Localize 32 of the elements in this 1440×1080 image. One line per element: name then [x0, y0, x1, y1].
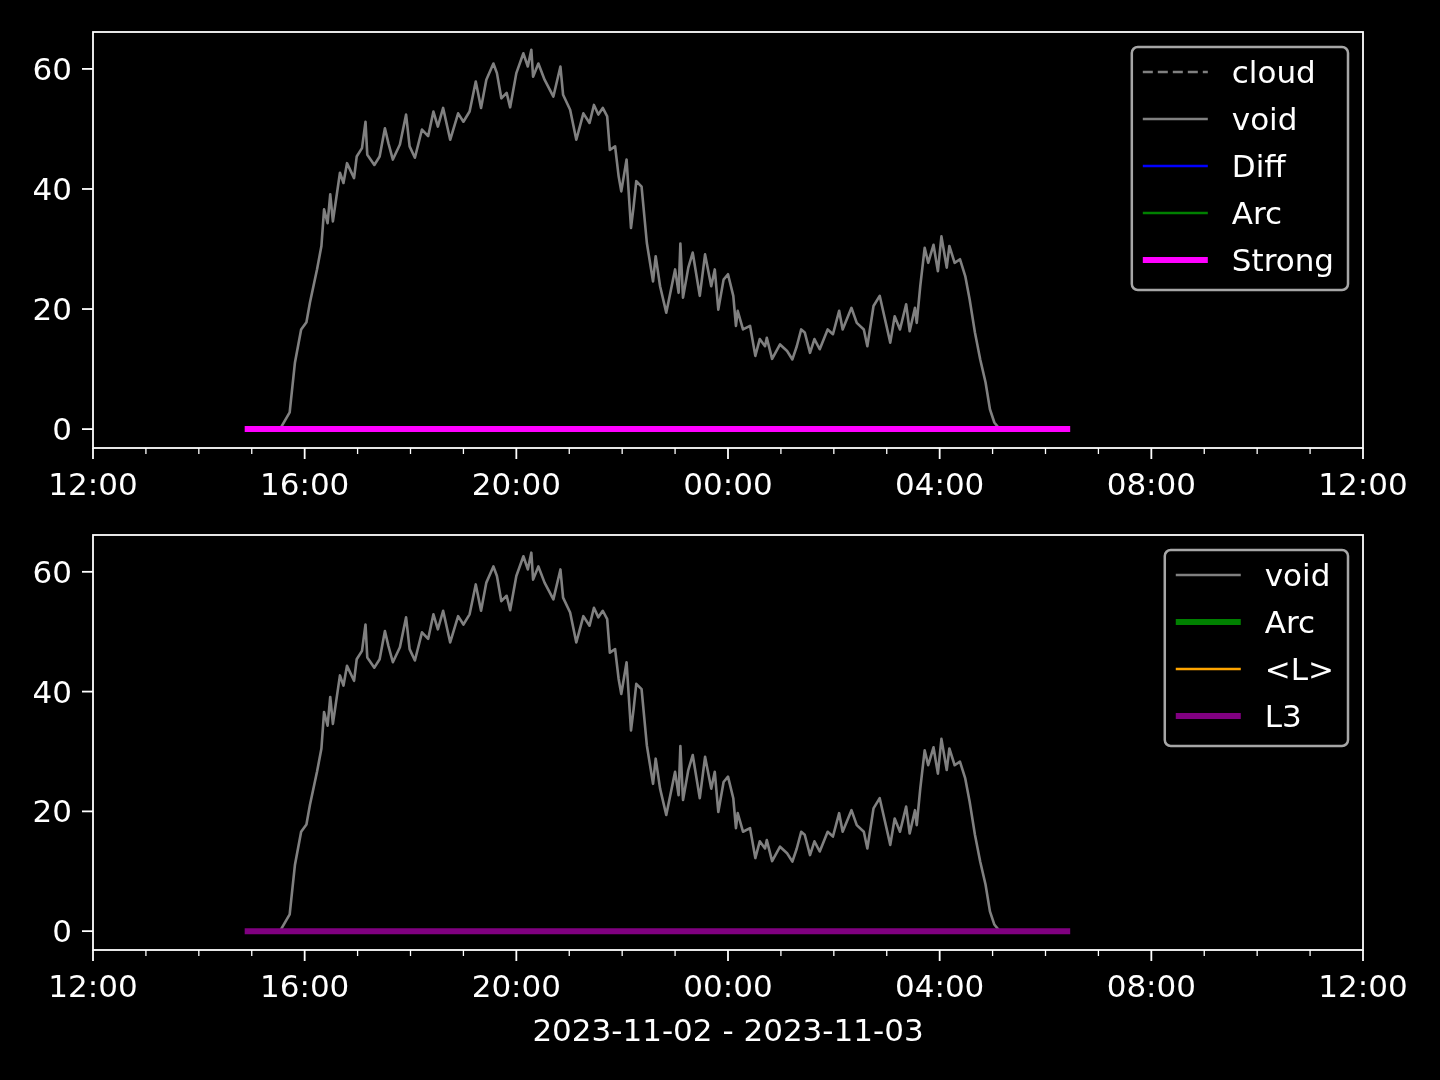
legend-label: void: [1231, 101, 1298, 137]
x-tick-label: 20:00: [471, 466, 562, 502]
y-tick-label: 0: [52, 913, 72, 950]
x-tick-label: 12:00: [1318, 968, 1408, 1004]
y-tick-label: 40: [32, 170, 72, 207]
y-tick-label: 20: [32, 793, 72, 830]
legend-label: L3: [1264, 698, 1302, 734]
y-tick-label: 60: [32, 50, 72, 87]
x-tick-label: 04:00: [894, 968, 985, 1004]
legend-label: void: [1264, 557, 1331, 593]
x-tick-label: 20:00: [471, 968, 562, 1004]
x-tick-label: 16:00: [259, 968, 350, 1004]
y-tick-label: 20: [32, 291, 72, 328]
legend-label: cloud: [1231, 54, 1316, 90]
x-tick-label: 16:00: [259, 466, 350, 502]
x-tick-label: 12:00: [48, 968, 138, 1004]
x-tick-label: 08:00: [1106, 968, 1197, 1004]
x-tick-label: 12:00: [1318, 466, 1408, 502]
legend-label: Arc: [1264, 604, 1316, 640]
x-tick-label: 00:00: [683, 466, 773, 502]
y-tick-label: 0: [52, 411, 72, 448]
x-tick-label: 00:00: [683, 968, 773, 1004]
y-tick-label: 40: [32, 673, 72, 710]
x-axis-title: 2023-11-02 - 2023-11-03: [532, 1012, 924, 1048]
x-tick-label: 08:00: [1106, 466, 1197, 502]
y-tick-label: 60: [32, 553, 72, 590]
x-tick-label: 12:00: [48, 466, 138, 502]
legend-label: Strong: [1231, 242, 1335, 278]
x-tick-label: 04:00: [894, 466, 985, 502]
legend-label: <L>: [1264, 651, 1335, 687]
legend-label: Diff: [1231, 148, 1287, 184]
legend-label: Arc: [1231, 195, 1283, 231]
